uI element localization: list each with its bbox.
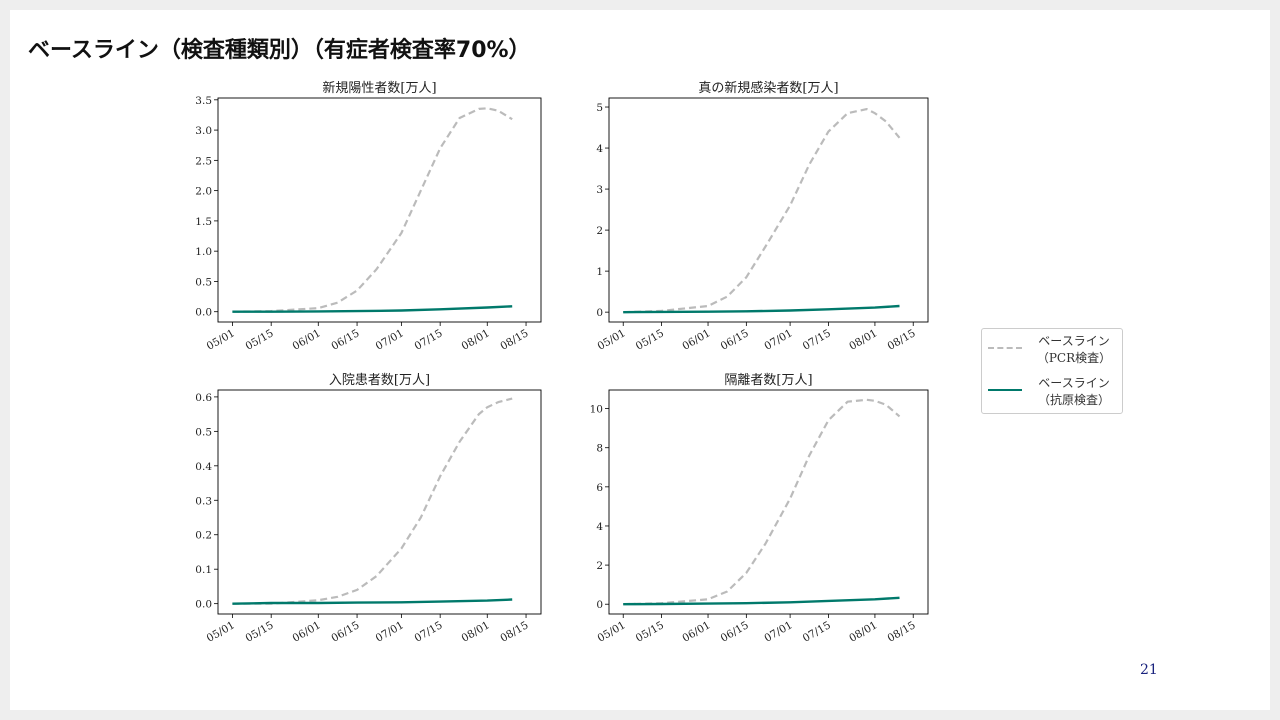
chart-panel-2: 真の新規感染者数[万人] 0 1 2 3 4 5 05/01 05/15 06/01 06/15 07… <box>596 80 929 353</box>
y-tick-label: 3 <box>596 184 603 196</box>
x-tick-label: 06/01 <box>680 619 712 645</box>
x-tick-label: 07/01 <box>374 327 406 353</box>
chart-legend: ベースライン （PCR検査） ベースライン （抗原検査） <box>981 328 1123 414</box>
x-tick-label: 07/15 <box>801 619 833 645</box>
y-tick-label: 0.2 <box>195 530 212 542</box>
legend-swatch-dashed <box>988 347 1022 349</box>
series-line-antigen <box>232 598 513 605</box>
y-tick-label: 6 <box>596 482 603 494</box>
x-tick-label: 07/15 <box>801 327 833 353</box>
y-tick-label: 10 <box>590 404 603 416</box>
x-tick-label: 07/01 <box>762 327 794 353</box>
chart-title: 真の新規感染者数[万人] <box>698 80 838 96</box>
x-tick-label: 05/15 <box>243 619 275 645</box>
series-line-pcr <box>232 397 513 605</box>
x-tick-label: 08/01 <box>847 327 879 353</box>
y-tick-label: 2 <box>596 560 603 572</box>
series-line-pcr <box>623 107 901 314</box>
x-tick-label: 05/15 <box>243 327 275 353</box>
chart-title: 入院患者数[万人] <box>329 373 430 388</box>
x-tick-label: 05/15 <box>634 619 666 645</box>
x-tick-label: 05/01 <box>596 619 628 645</box>
y-tick-label: 4 <box>596 521 603 533</box>
legend-item-antigen: ベースライン （抗原検査） <box>982 373 1122 411</box>
x-tick-label: 05/01 <box>205 327 237 353</box>
plot-frame <box>217 389 542 615</box>
y-tick-label: 8 <box>596 443 603 455</box>
y-tick-label: 5 <box>596 102 603 114</box>
y-tick-label: 1 <box>596 266 603 278</box>
series-line-antigen <box>623 596 900 606</box>
legend-label-line2: （抗原検査） <box>1037 393 1110 407</box>
series-line-antigen <box>232 305 513 313</box>
x-tick-label: 08/15 <box>886 327 918 353</box>
x-tick-label: 07/15 <box>412 619 444 645</box>
y-tick-label: 0.0 <box>195 599 212 611</box>
plot-frame <box>608 389 929 615</box>
y-tick-label: 0.3 <box>195 495 212 507</box>
y-tick-label: 0.5 <box>195 276 212 288</box>
y-tick-label: 2.5 <box>195 155 212 167</box>
chart-panel-3: 入院患者数[万人] 0.0 0.1 0.2 0.3 0.4 0.5 0.6 05/01 05/15… <box>195 373 542 645</box>
y-tick-label: 3.0 <box>195 125 212 137</box>
legend-label-line1: ベースライン <box>1038 376 1110 390</box>
y-tick-label: 0.0 <box>195 307 212 319</box>
y-tick-label: 2.0 <box>195 186 212 198</box>
chart-title: 新規陽性者数[万人] <box>322 80 436 96</box>
legend-label-line2: （PCR検査） <box>1036 351 1112 365</box>
legend-swatch-solid <box>988 389 1022 391</box>
x-tick-label: 08/15 <box>498 619 530 645</box>
y-tick-label: 0.1 <box>195 564 212 576</box>
x-tick-label: 06/15 <box>719 619 751 645</box>
x-tick-label: 08/15 <box>886 619 918 645</box>
y-tick-label: 0.5 <box>195 426 212 438</box>
y-tick-label: 2 <box>596 225 603 237</box>
y-tick-label: 0 <box>596 307 603 319</box>
y-tick-label: 1.0 <box>195 246 212 258</box>
x-tick-label: 06/01 <box>680 327 712 353</box>
legend-item-pcr: ベースライン （PCR検査） <box>982 331 1122 369</box>
series-line-pcr <box>232 107 513 313</box>
x-tick-label: 05/15 <box>634 327 666 353</box>
x-tick-label: 06/01 <box>291 327 323 353</box>
x-tick-label: 08/01 <box>847 619 879 645</box>
legend-label-line1: ベースライン <box>1038 334 1110 348</box>
page-number: 21 <box>1140 662 1158 678</box>
x-tick-label: 05/01 <box>205 619 237 645</box>
x-tick-label: 05/01 <box>596 327 628 353</box>
chart-title: 隔離者数[万人] <box>724 373 812 388</box>
x-tick-label: 06/15 <box>329 327 361 353</box>
x-tick-label: 08/01 <box>460 327 492 353</box>
y-tick-label: 0 <box>596 599 603 611</box>
x-tick-label: 08/01 <box>460 619 492 645</box>
plot-frame <box>217 97 542 323</box>
y-tick-label: 0.6 <box>195 392 212 404</box>
plot-frame <box>608 97 929 323</box>
x-tick-label: 08/15 <box>498 327 530 353</box>
series-line-antigen <box>623 304 900 314</box>
x-tick-label: 07/01 <box>762 619 794 645</box>
chart-panel-1: 新規陽性者数[万人]0.00.51.01.52.02.53.03.505/01 0… <box>195 80 542 353</box>
y-tick-label: 1.5 <box>195 216 212 228</box>
chart-panel-4: 隔離者数[万人] 0 2 4 6 8 10 05/01 05/15 06/01 06/15 07/01… <box>590 373 929 645</box>
y-tick-label: 0.4 <box>195 461 212 473</box>
slide-title: ベースライン（検査種類別）（有症者検査率70%） <box>28 38 531 63</box>
x-tick-label: 07/01 <box>374 619 406 645</box>
y-tick-label: 3.5 <box>195 95 212 107</box>
x-tick-label: 06/15 <box>329 619 361 645</box>
x-tick-label: 06/01 <box>291 619 323 645</box>
x-tick-label: 06/15 <box>719 327 751 353</box>
x-tick-label: 07/15 <box>412 327 444 353</box>
series-line-pcr <box>623 398 901 606</box>
y-tick-label: 4 <box>596 143 603 155</box>
